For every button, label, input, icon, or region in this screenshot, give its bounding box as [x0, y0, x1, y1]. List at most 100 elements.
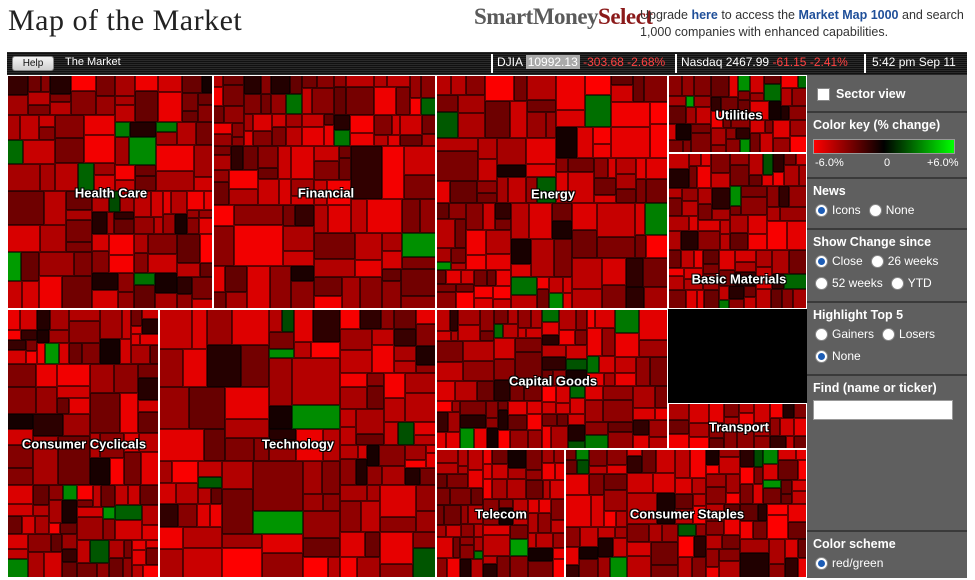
stock-tile[interactable]: [461, 505, 468, 524]
stock-tile[interactable]: [549, 277, 563, 293]
stock-tile[interactable]: [594, 195, 616, 203]
stock-tile[interactable]: [689, 403, 709, 423]
stock-tile[interactable]: [499, 508, 513, 525]
stock-tile[interactable]: [683, 140, 691, 153]
highlight-none-radio[interactable]: None: [815, 349, 861, 363]
stock-tile[interactable]: [55, 115, 84, 138]
stock-tile[interactable]: [197, 504, 210, 527]
stock-tile[interactable]: [436, 401, 452, 412]
stock-tile[interactable]: [101, 485, 115, 507]
stock-tile[interactable]: [711, 111, 723, 128]
stock-tile[interactable]: [44, 191, 66, 225]
stock-tile[interactable]: [115, 165, 135, 180]
stock-tile[interactable]: [414, 422, 436, 435]
stock-tile[interactable]: [615, 527, 627, 538]
stock-tile[interactable]: [722, 535, 740, 549]
stock-tile[interactable]: [436, 505, 444, 525]
stock-tile[interactable]: [726, 493, 740, 504]
stock-tile[interactable]: [159, 349, 183, 387]
stock-tile[interactable]: [261, 75, 271, 94]
stock-tile[interactable]: [587, 328, 602, 356]
stock-tile[interactable]: [579, 559, 598, 578]
stock-tile[interactable]: [611, 127, 650, 158]
stock-tile[interactable]: [483, 564, 497, 578]
stock-tile[interactable]: [726, 139, 740, 153]
stock-tile[interactable]: [296, 429, 323, 461]
stock-tile[interactable]: [314, 277, 342, 296]
stock-tile[interactable]: [719, 549, 740, 561]
stock-tile[interactable]: [7, 115, 20, 140]
stock-tile[interactable]: [537, 289, 549, 309]
stock-tile[interactable]: [135, 75, 158, 91]
stock-tile[interactable]: [483, 525, 510, 535]
stock-tile[interactable]: [682, 201, 698, 216]
stock-tile[interactable]: [604, 474, 627, 490]
stock-tile[interactable]: [372, 329, 394, 345]
stock-tile[interactable]: [183, 349, 207, 387]
stock-tile[interactable]: [416, 365, 436, 373]
stock-tile[interactable]: [597, 203, 635, 237]
stock-tile[interactable]: [115, 75, 135, 96]
stock-tile[interactable]: [200, 234, 213, 263]
stock-tile[interactable]: [243, 146, 258, 170]
stock-tile[interactable]: [527, 75, 556, 100]
stock-tile[interactable]: [182, 75, 202, 93]
stock-tile[interactable]: [183, 527, 222, 548]
stock-tile[interactable]: [158, 75, 182, 92]
stock-tile[interactable]: [225, 266, 247, 292]
stock-tile[interactable]: [39, 115, 55, 127]
stock-tile[interactable]: [690, 449, 706, 478]
stock-tile[interactable]: [711, 128, 726, 145]
stock-tile[interactable]: [706, 487, 726, 504]
stock-tile[interactable]: [724, 417, 739, 428]
stock-tile[interactable]: [446, 270, 461, 284]
stock-tile[interactable]: [420, 199, 436, 233]
stock-tile[interactable]: [177, 234, 200, 263]
stock-tile[interactable]: [224, 106, 244, 123]
stock-tile[interactable]: [213, 170, 229, 182]
radio-icon[interactable]: [868, 203, 882, 217]
stock-tile[interactable]: [124, 433, 139, 452]
stock-tile[interactable]: [141, 452, 159, 485]
stock-tile[interactable]: [340, 387, 367, 409]
stock-tile[interactable]: [269, 440, 296, 461]
stock-tile[interactable]: [542, 357, 566, 370]
stock-tile[interactable]: [340, 309, 360, 329]
stock-tile[interactable]: [405, 460, 426, 468]
stock-tile[interactable]: [770, 418, 780, 436]
stock-tile[interactable]: [340, 373, 367, 387]
stock-tile[interactable]: [177, 122, 196, 145]
stock-tile[interactable]: [455, 381, 477, 401]
stock-tile[interactable]: [627, 556, 651, 578]
stock-tile[interactable]: [115, 485, 128, 505]
stock-tile[interactable]: [763, 153, 773, 175]
stock-tile[interactable]: [531, 309, 542, 328]
stock-tile[interactable]: [594, 158, 608, 178]
stock-tile[interactable]: [686, 290, 697, 309]
stock-tile[interactable]: [258, 146, 278, 168]
stock-tile[interactable]: [450, 488, 471, 505]
stock-tile[interactable]: [594, 178, 616, 195]
stock-tile[interactable]: [650, 124, 668, 158]
stock-tile[interactable]: [604, 490, 627, 511]
stock-tile[interactable]: [7, 485, 33, 504]
stock-tile[interactable]: [537, 177, 556, 203]
stock-tile[interactable]: [138, 400, 159, 412]
stock-tile[interactable]: [57, 398, 69, 414]
stock-tile[interactable]: [436, 331, 451, 341]
stock-tile[interactable]: [740, 504, 758, 521]
stock-tile[interactable]: [7, 549, 28, 559]
stock-tile[interactable]: [553, 370, 566, 386]
stock-tile[interactable]: [7, 468, 33, 485]
stock-tile[interactable]: [570, 386, 585, 398]
stock-tile[interactable]: [272, 127, 286, 146]
stock-tile[interactable]: [253, 131, 272, 146]
stock-tile[interactable]: [721, 97, 738, 111]
stock-tile[interactable]: [763, 464, 778, 480]
stock-tile[interactable]: [314, 180, 327, 205]
stock-tile[interactable]: [223, 75, 244, 85]
stock-tile[interactable]: [526, 449, 542, 470]
stock-tile[interactable]: [537, 277, 549, 289]
stock-tile[interactable]: [139, 433, 159, 452]
stock-tile[interactable]: [494, 324, 503, 338]
